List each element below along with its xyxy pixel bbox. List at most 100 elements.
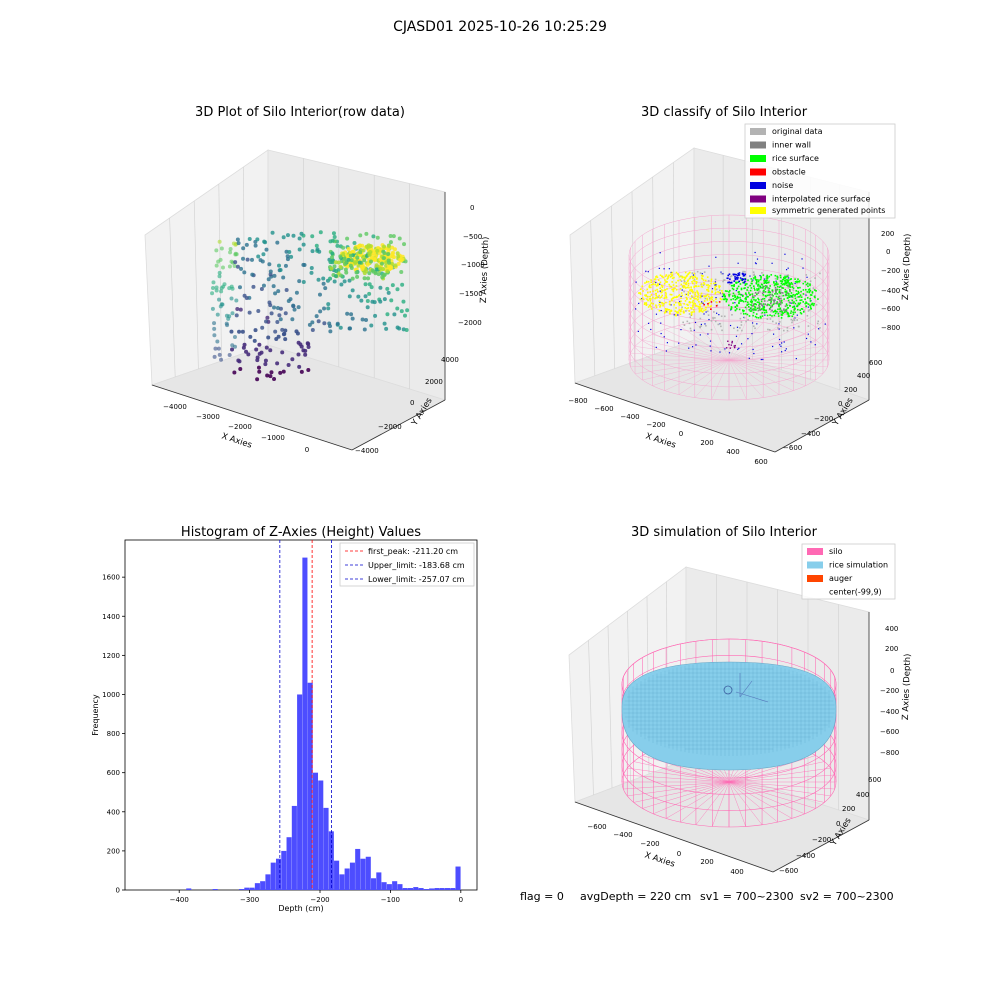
classified-point — [762, 294, 765, 296]
classified-point — [692, 277, 694, 280]
raw-point — [217, 239, 222, 244]
classified-point — [747, 318, 749, 321]
classified-point — [695, 285, 698, 288]
p4-ztick: 200 — [885, 645, 898, 653]
classified-point — [779, 301, 781, 304]
classified-point — [795, 357, 797, 360]
classified-point — [739, 327, 741, 329]
classified-point — [736, 329, 739, 332]
classified-point — [756, 301, 759, 303]
classified-point — [686, 307, 688, 310]
classified-point — [754, 303, 757, 305]
classified-point — [683, 324, 686, 326]
classified-point — [711, 291, 713, 293]
classified-point — [779, 295, 781, 298]
raw-point — [244, 296, 249, 301]
classified-point — [758, 304, 760, 307]
histogram-bar — [323, 807, 329, 890]
classified-point — [642, 290, 644, 292]
raw-point — [347, 294, 352, 299]
raw-point — [256, 308, 261, 313]
raw-point — [306, 368, 311, 373]
raw-point — [395, 306, 400, 311]
raw-point — [332, 279, 337, 284]
classified-point — [733, 285, 735, 288]
classified-point — [717, 291, 719, 293]
classified-point — [715, 297, 717, 299]
classified-point — [775, 283, 778, 286]
classified-point — [747, 290, 750, 292]
classified-point — [766, 274, 768, 277]
classified-point — [686, 320, 689, 323]
raw-point — [361, 264, 366, 269]
classified-point — [646, 288, 649, 291]
p4-ztick: −800 — [880, 749, 899, 757]
classified-point — [738, 308, 741, 311]
classified-point — [694, 291, 697, 294]
panel2-classified-points — [635, 251, 826, 361]
raw-point — [301, 279, 306, 284]
classified-point — [779, 307, 782, 310]
classified-point — [736, 287, 739, 290]
classified-point — [786, 304, 788, 307]
raw-point — [297, 279, 302, 284]
classified-point — [756, 289, 759, 292]
classified-point — [725, 299, 728, 301]
raw-point — [244, 349, 249, 354]
raw-point — [268, 272, 273, 277]
panel1-title: 3D Plot of Silo Interior(row data) — [195, 105, 405, 120]
classified-point — [753, 273, 755, 276]
classified-point — [776, 288, 779, 291]
classified-point — [766, 318, 769, 320]
raw-point — [210, 291, 215, 296]
raw-point — [214, 285, 219, 290]
classified-point — [791, 286, 794, 288]
hist-ytick-label: 200 — [107, 847, 120, 855]
classified-point — [784, 310, 787, 312]
raw-point — [287, 250, 292, 255]
classified-point — [790, 312, 792, 314]
p4-ztick: 400 — [885, 625, 898, 633]
classified-point — [743, 287, 745, 290]
classified-point — [814, 296, 816, 299]
classified-point — [687, 307, 690, 309]
classified-point — [730, 284, 733, 287]
classified-point — [782, 329, 785, 332]
classified-point — [785, 291, 788, 294]
raw-point — [233, 251, 238, 256]
classified-point — [687, 304, 689, 307]
raw-point — [359, 298, 364, 303]
classified-point — [779, 300, 781, 302]
classified-point — [641, 285, 644, 288]
hist-xtick-label: −200 — [310, 896, 329, 904]
classified-point — [704, 279, 707, 282]
classified-point — [728, 352, 731, 354]
histogram-bar — [239, 889, 245, 890]
p4-legend-swatch — [807, 561, 823, 569]
classified-point — [652, 283, 655, 285]
classified-point — [703, 303, 705, 306]
classified-point — [780, 297, 782, 300]
classified-point — [797, 280, 800, 283]
hist-ytick-label: 1600 — [102, 574, 120, 582]
classified-point — [762, 298, 764, 300]
classified-point — [785, 282, 788, 285]
classified-point — [690, 311, 693, 314]
raw-point — [244, 242, 249, 247]
hist-legend-label: first_peak: -211.20 cm — [368, 547, 458, 556]
raw-point — [299, 369, 304, 374]
classified-point — [739, 298, 742, 301]
raw-point — [217, 270, 222, 275]
raw-point — [216, 346, 221, 351]
classified-point — [680, 328, 682, 331]
classified-point — [678, 294, 681, 296]
classified-point — [781, 310, 783, 313]
histogram-bar — [381, 882, 387, 890]
raw-point — [247, 310, 252, 315]
classified-point — [705, 306, 708, 309]
histogram-bar — [260, 881, 266, 890]
p2-xtick: 0 — [679, 430, 683, 438]
p4-xtick: −600 — [587, 823, 606, 831]
classified-point — [679, 301, 681, 303]
classified-point — [724, 297, 727, 300]
